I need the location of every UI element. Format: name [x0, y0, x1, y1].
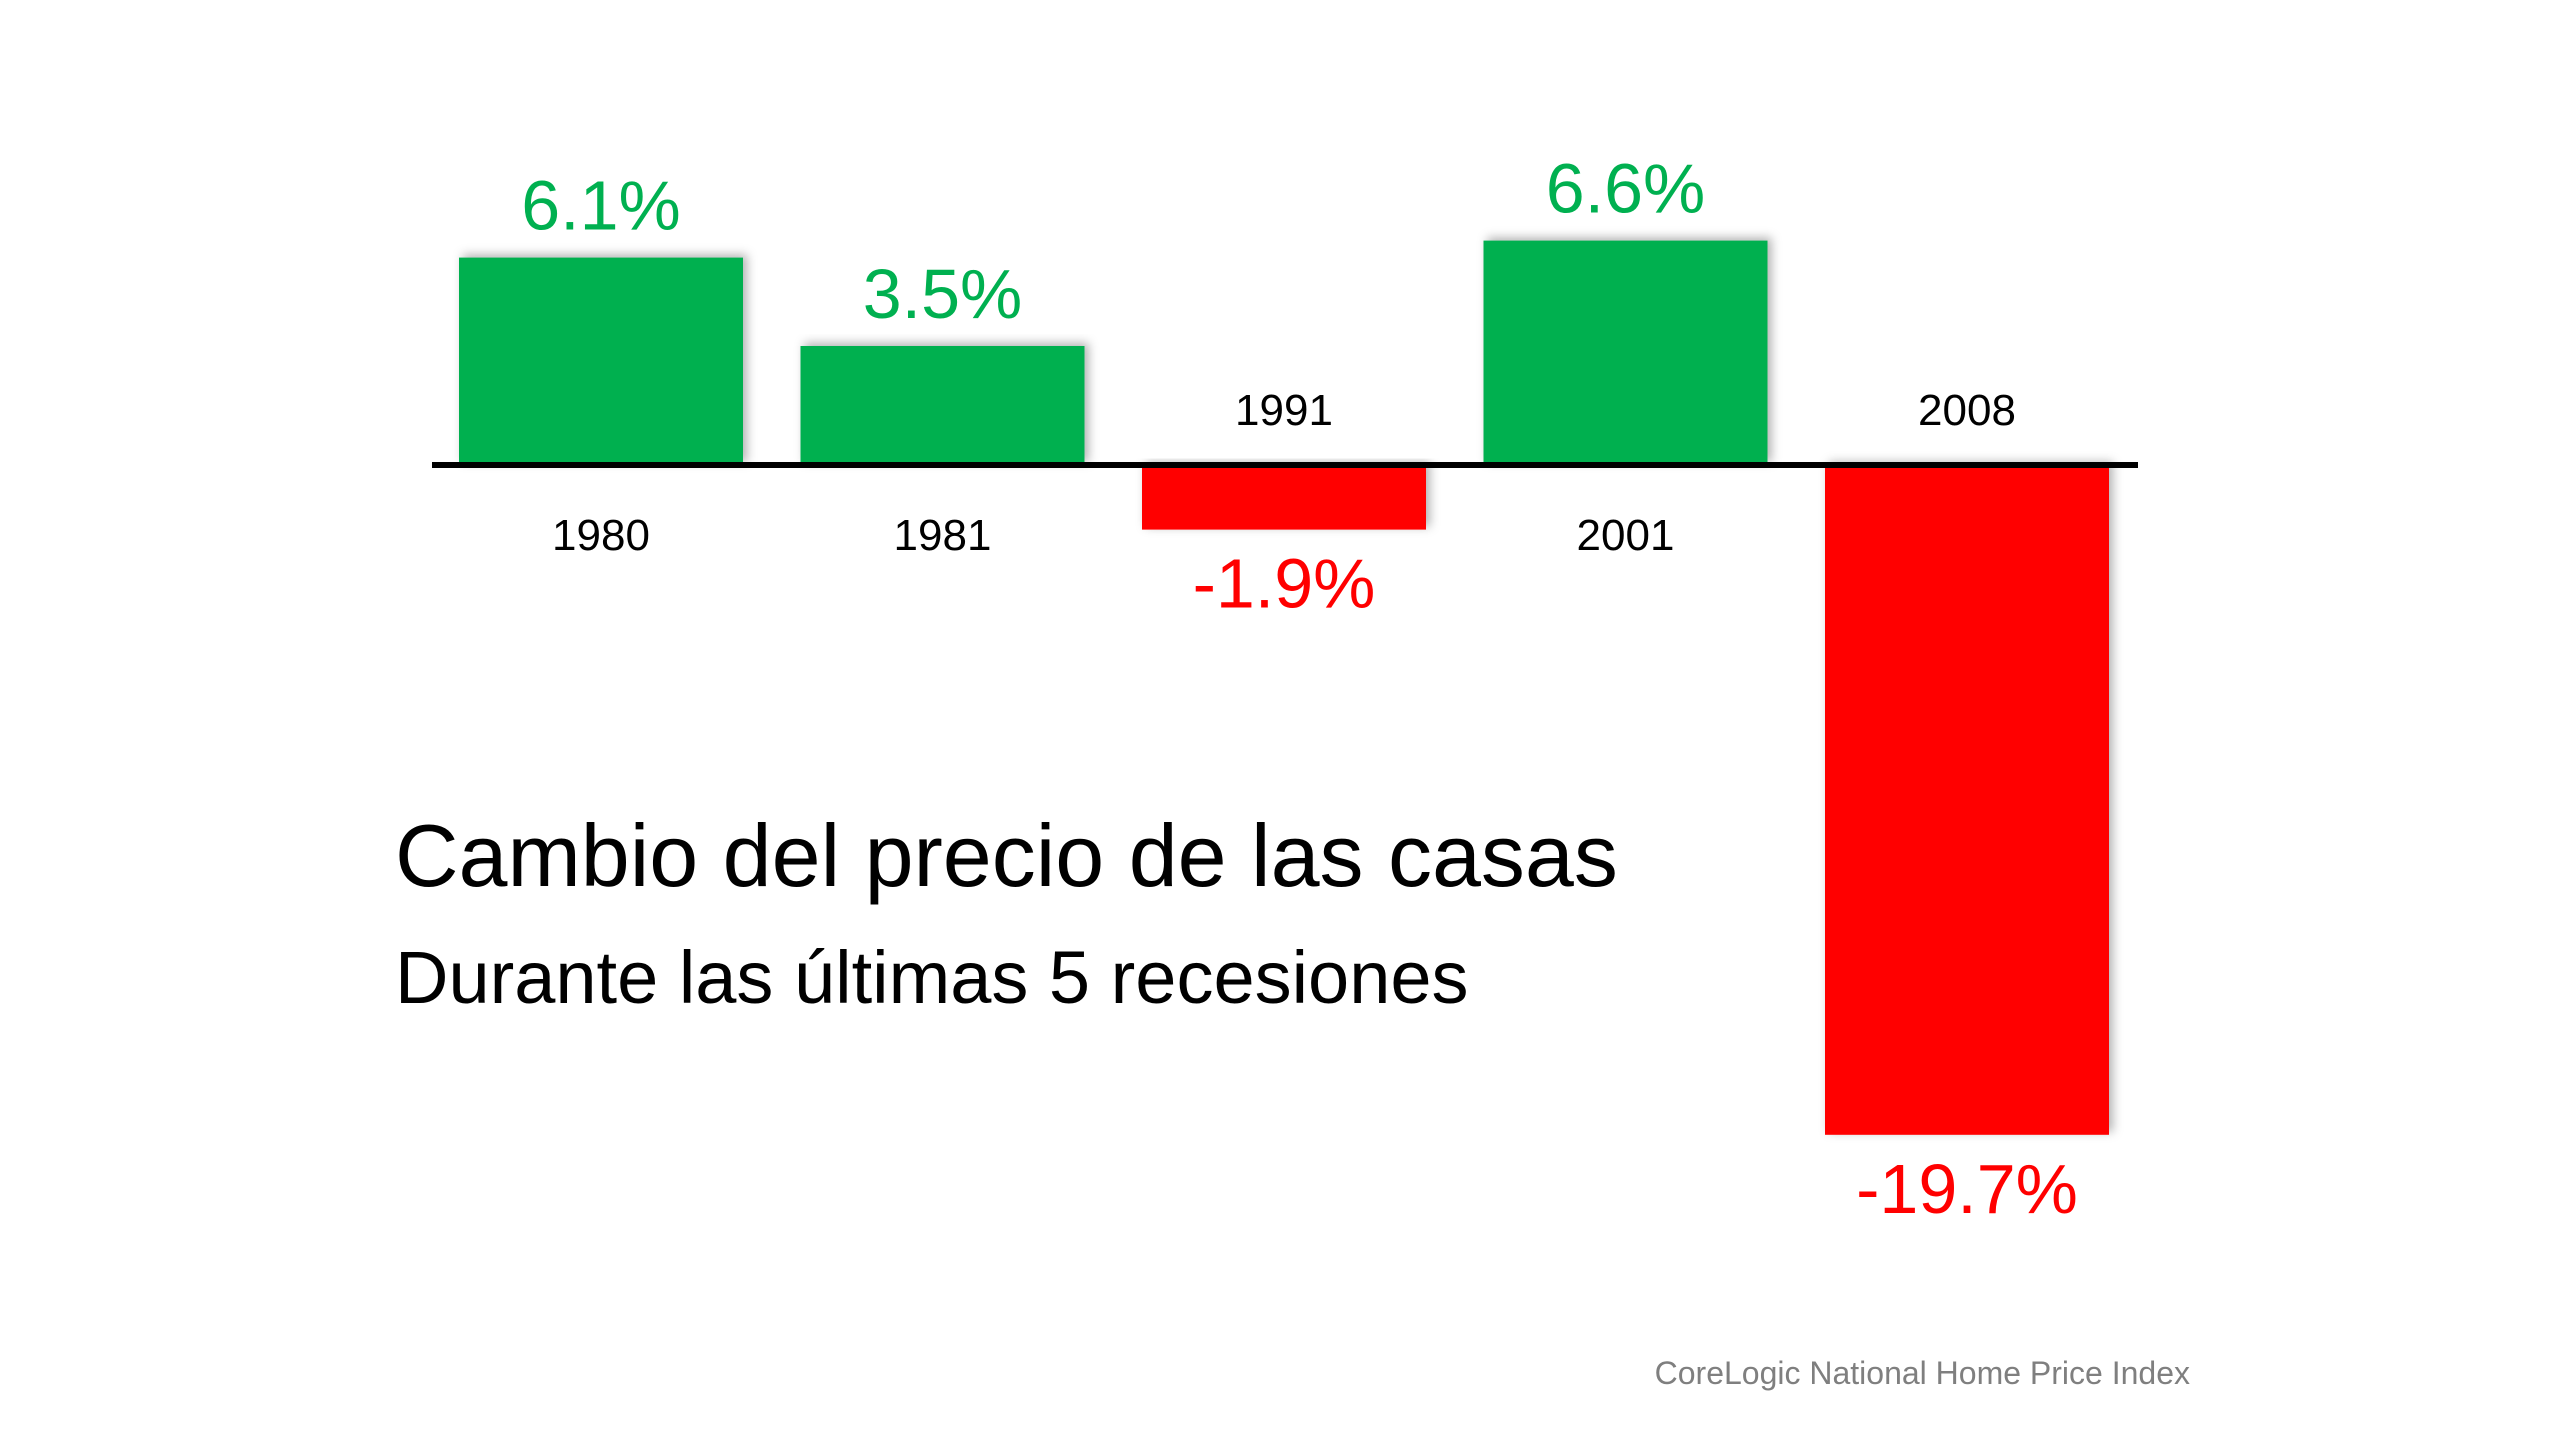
category-label-1991: 1991	[1235, 386, 1333, 435]
bar-1991	[1142, 465, 1426, 530]
bar-1980	[459, 257, 743, 465]
source-note: CoreLogic National Home Price Index	[1654, 1355, 2190, 1391]
category-label-2001: 2001	[1577, 511, 1675, 560]
category-label-1981: 1981	[894, 511, 992, 560]
data-label-2008: -19.7%	[1856, 1150, 2078, 1228]
chart-subtitle: Durante las últimas 5 recesiones	[395, 936, 1469, 1019]
category-label-1980: 1980	[552, 511, 650, 560]
bar-2001	[1483, 240, 1768, 465]
chart-title: Cambio del precio de las casas	[395, 806, 1618, 905]
data-label-1980: 6.1%	[521, 167, 681, 245]
bar-2008	[1825, 465, 2109, 1135]
category-label-2008: 2008	[1918, 386, 2016, 435]
bar-1981	[800, 346, 1085, 465]
data-label-1991: -1.9%	[1193, 545, 1376, 623]
data-label-1981: 3.5%	[863, 255, 1023, 333]
data-label-2001: 6.6%	[1546, 150, 1706, 228]
